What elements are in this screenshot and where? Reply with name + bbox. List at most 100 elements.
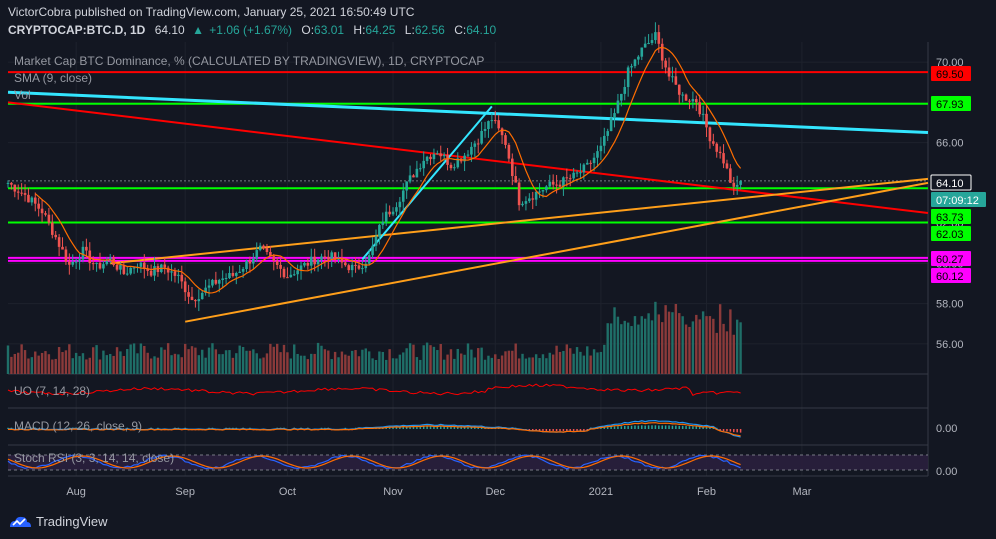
- volume-bar: [412, 344, 415, 374]
- candle-body: [13, 184, 17, 192]
- candle-body: [698, 102, 702, 115]
- chart-canvas[interactable]: 70.0068.0066.0064.0062.0060.0058.0056.00…: [0, 0, 996, 502]
- volume-bar: [558, 351, 562, 374]
- candle-body: [446, 154, 449, 165]
- volume-bar: [647, 313, 650, 374]
- candle-body: [729, 168, 732, 183]
- volume-bar: [61, 352, 64, 374]
- volume-bars: [6, 301, 742, 374]
- volume-bar: [589, 355, 592, 374]
- candle-body: [81, 246, 85, 260]
- volume-bar: [429, 345, 432, 374]
- volume-bar: [643, 318, 647, 374]
- candle-body: [654, 32, 657, 41]
- volume-bar: [112, 355, 115, 374]
- candle-body: [691, 99, 695, 102]
- volume-bar: [136, 353, 139, 374]
- volume-bar: [487, 355, 490, 374]
- macd-label[interactable]: MACD (12, 26, close, 9): [14, 419, 143, 433]
- volume-bar: [528, 357, 531, 374]
- sma-label[interactable]: SMA (9, close): [14, 71, 93, 85]
- candle-body: [183, 281, 187, 293]
- candle-body: [439, 153, 443, 157]
- volume-bar: [149, 358, 153, 374]
- candle-body: [664, 60, 667, 68]
- candle-body: [292, 274, 296, 276]
- candle-body: [142, 262, 146, 269]
- volume-bar: [664, 305, 667, 374]
- volume-bar: [95, 345, 98, 374]
- candle-body: [228, 273, 231, 279]
- volume-bar: [245, 350, 248, 374]
- uo-label[interactable]: UO (7, 14, 28): [14, 384, 91, 398]
- candle-body: [456, 158, 460, 168]
- candle-body: [119, 264, 122, 270]
- candle-body: [412, 175, 415, 178]
- candle-body: [507, 144, 511, 159]
- candle-body: [398, 201, 402, 208]
- candle-body: [306, 262, 310, 266]
- volume-bar: [480, 347, 483, 374]
- open-value: 63.01: [314, 23, 345, 37]
- volume-bar: [102, 350, 105, 374]
- candle-body: [105, 260, 109, 265]
- time-tick-label: Feb: [697, 486, 716, 498]
- volume-bar: [54, 358, 57, 374]
- time-tick-label: Dec: [485, 486, 505, 498]
- candle-body: [490, 120, 494, 122]
- price-tag-label: 62.03: [936, 229, 964, 241]
- candle-body: [320, 256, 323, 260]
- volume-bar: [44, 351, 47, 374]
- footer: TradingView: [0, 502, 996, 539]
- price-tag: [931, 66, 971, 81]
- price-tag: [931, 192, 986, 207]
- candle-body: [289, 274, 293, 278]
- volume-bar: [330, 359, 333, 374]
- volume-bar: [166, 343, 170, 374]
- candle-body: [705, 113, 708, 128]
- candle-body: [739, 180, 742, 185]
- volume-bar: [214, 349, 218, 374]
- candle-body: [558, 184, 562, 187]
- candle-body: [660, 43, 664, 61]
- volume-bar: [425, 342, 429, 374]
- symbol-line: CRYPTOCAP:BTC.D, 1D 64.10 ▲ +1.06 (+1.67…: [8, 23, 496, 37]
- volume-bar: [306, 359, 310, 374]
- volume-bar: [262, 357, 265, 374]
- high-label: H:: [353, 23, 366, 37]
- candle-body: [585, 162, 589, 165]
- volume-bar: [405, 348, 408, 374]
- candle-body: [149, 270, 153, 276]
- candle-body: [350, 264, 354, 271]
- candle-body: [418, 168, 422, 170]
- candle-body: [378, 224, 381, 237]
- price-tag-label: 63.73: [936, 212, 964, 224]
- candle-body: [367, 255, 371, 264]
- volume-bar: [654, 301, 657, 374]
- vol-label[interactable]: Vol: [14, 88, 31, 102]
- volume-bar: [551, 354, 555, 374]
- candle-body: [620, 93, 623, 101]
- volume-bar: [732, 334, 735, 374]
- macd-pane: [7, 419, 742, 438]
- time-tick-label: Nov: [383, 486, 403, 498]
- stoch-label[interactable]: Stoch RSI (3, 3, 14, 14, close): [14, 451, 175, 465]
- volume-bar: [592, 349, 596, 374]
- volume-bar: [473, 357, 477, 374]
- candle-body: [701, 113, 705, 115]
- price-tag-label: 64.10: [936, 178, 964, 190]
- chart-header: VictorCobra published on TradingView.com…: [0, 0, 996, 40]
- candle-body: [548, 181, 552, 187]
- volume-bar: [190, 346, 194, 374]
- candle-body: [572, 172, 575, 179]
- volume-bar: [381, 351, 385, 374]
- volume-bar: [122, 355, 126, 374]
- main-series-title[interactable]: Market Cap BTC Dominance, % (CALCULATED …: [14, 54, 485, 68]
- brand-name: TradingView: [36, 514, 108, 529]
- symbol-name[interactable]: CRYPTOCAP:BTC.D, 1D: [8, 23, 146, 37]
- stoch-d-line: [7, 455, 741, 469]
- volume-bar: [422, 345, 425, 374]
- price-tick-label: 66.00: [936, 138, 964, 150]
- tradingview-logo[interactable]: TradingView: [8, 514, 108, 529]
- price-tag: [931, 96, 971, 111]
